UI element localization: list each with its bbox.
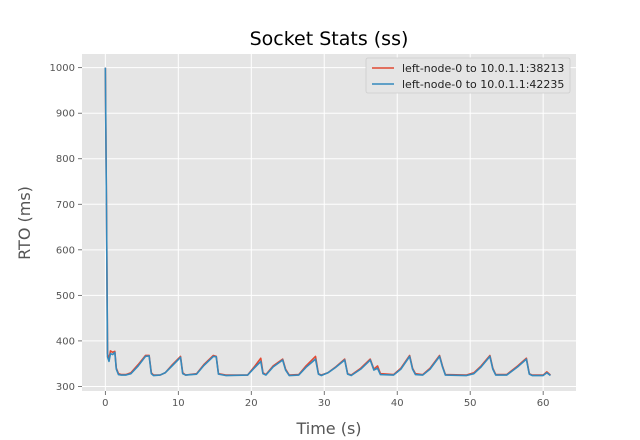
series-line-2 bbox=[104, 67, 551, 377]
x-tick-label: 10 bbox=[172, 398, 185, 409]
y-tick-label: 400 bbox=[56, 336, 75, 347]
y-tick-label: 700 bbox=[56, 200, 75, 211]
series-lines bbox=[104, 67, 551, 377]
y-tick-label: 600 bbox=[56, 245, 75, 256]
legend: left-node-0 to 10.0.1.1:38213 left-node-… bbox=[365, 57, 571, 94]
legend-label-series-1: left-node-0 to 10.0.1.1:38213 bbox=[402, 62, 564, 75]
y-tick-label: 1000 bbox=[50, 63, 75, 74]
legend-label-series-2: left-node-0 to 10.0.1.1:42235 bbox=[402, 78, 564, 91]
y-axis-title: RTO (ms) bbox=[15, 186, 34, 260]
plot-background bbox=[82, 54, 576, 391]
axis-ticks: 0 10 20 30 40 50 60 300 400 500 600 700 800 900 1000 bbox=[50, 63, 550, 409]
x-tick-label: 20 bbox=[245, 398, 258, 409]
x-axis-title: Time (s) bbox=[295, 419, 361, 438]
x-tick-label: 40 bbox=[391, 398, 404, 409]
grid-lines bbox=[82, 54, 576, 391]
x-tick-label: 60 bbox=[537, 398, 550, 409]
y-tick-label: 900 bbox=[56, 109, 75, 120]
x-tick-label: 0 bbox=[102, 398, 108, 409]
y-tick-label: 500 bbox=[56, 291, 75, 302]
x-tick-label: 50 bbox=[464, 398, 477, 409]
chart-title: Socket Stats (ss) bbox=[250, 28, 409, 50]
y-tick-label: 300 bbox=[56, 382, 75, 393]
legend-box bbox=[365, 57, 571, 94]
y-tick-label: 800 bbox=[56, 154, 75, 165]
x-tick-label: 30 bbox=[318, 398, 331, 409]
